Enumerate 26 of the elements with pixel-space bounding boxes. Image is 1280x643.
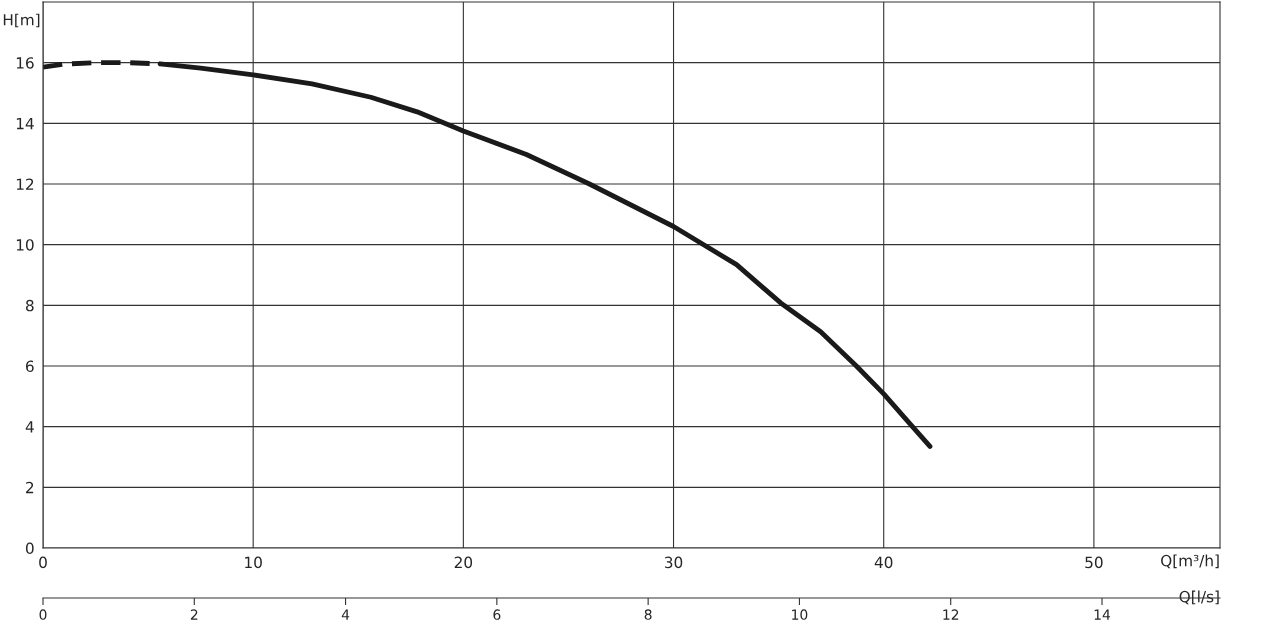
x2-tick-label: 2 [190,609,198,620]
x-tick-label: 50 [1085,556,1103,569]
x-tick-label: 20 [454,556,473,569]
x-tick-label: 10 [245,556,262,569]
y-tick-label: 10 [16,239,34,251]
y-tick-label: 0 [25,542,34,555]
x-tick-label: 40 [874,556,893,569]
x2-tick-label: 12 [943,609,959,620]
x2-tick-label: 0 [39,609,47,620]
y-axis-title: H[m] [3,13,40,28]
y-tick-label: 6 [26,360,34,373]
x-tick-label: 30 [664,556,683,569]
x-axis-title: Q[m³/h] [1161,554,1219,569]
x2-axis-title: Q[l/s] [1179,590,1219,605]
y-tick-label: 14 [16,118,34,130]
y-tick-label: 12 [16,178,34,190]
x2-tick-label: 8 [644,609,652,620]
x2-tick-label: 4 [341,609,350,620]
x-tick-label: 0 [39,556,47,569]
x2-tick-label: 6 [493,609,501,620]
x2-tick-label: 10 [792,609,808,620]
y-tick-label: 16 [16,57,34,69]
x2-tick-label: 14 [1094,609,1111,620]
y-tick-label: 8 [25,299,34,312]
y-tick-label: 2 [26,481,34,494]
y-tick-label: 4 [25,421,34,433]
